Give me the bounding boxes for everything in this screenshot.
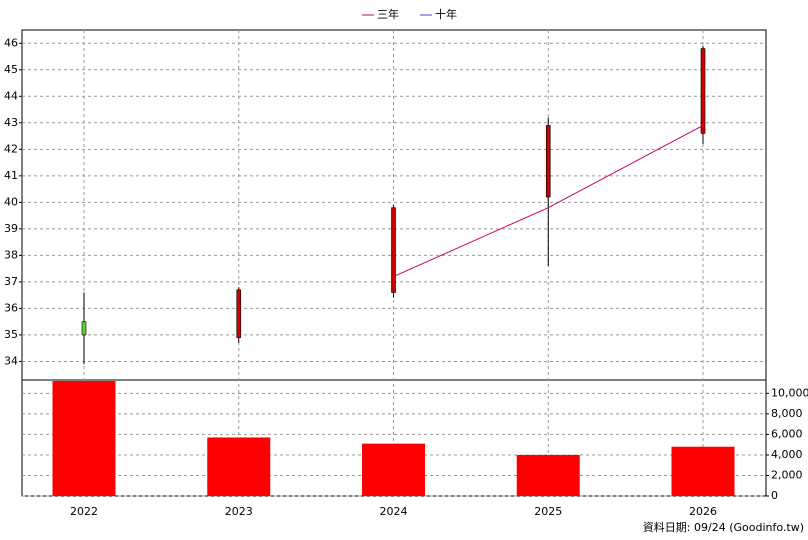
volume-bar xyxy=(671,446,735,496)
y-tick-label: 46 xyxy=(4,36,18,49)
x-tick-label: 2026 xyxy=(689,505,717,518)
y-tick-label: 44 xyxy=(4,89,18,102)
x-tick-label: 2022 xyxy=(70,505,98,518)
y-tick-label: 34 xyxy=(4,354,18,367)
y2-tick-label: 10,000 xyxy=(771,386,808,399)
y-tick-label: 40 xyxy=(4,195,18,208)
y2-tick-label: 4,000 xyxy=(771,448,803,461)
candle-body xyxy=(391,207,396,293)
volume-bar xyxy=(52,381,116,496)
y-tick-label: 41 xyxy=(4,169,18,182)
x-tick-label: 2024 xyxy=(380,505,408,518)
legend-label: 三年 xyxy=(377,7,399,21)
y-tick-label: 35 xyxy=(4,328,18,341)
candle-body xyxy=(700,48,706,134)
candle-body xyxy=(81,321,87,336)
y-tick-label: 45 xyxy=(4,63,18,76)
volume-bar xyxy=(516,454,580,496)
y2-tick-label: 2,000 xyxy=(771,468,803,481)
y2-tick-label: 6,000 xyxy=(771,427,803,440)
y-tick-label: 43 xyxy=(4,116,18,129)
legend-label: 十年 xyxy=(435,7,457,21)
y-tick-label: 39 xyxy=(4,222,18,235)
x-tick-label: 2025 xyxy=(534,505,562,518)
y-tick-label: 42 xyxy=(4,142,18,155)
volume-bar xyxy=(207,437,271,496)
y-tick-label: 36 xyxy=(4,301,18,314)
footer: 資料日期: 09/24 (Goodinfo.tw) xyxy=(643,520,804,534)
y2-tick-label: 8,000 xyxy=(771,407,803,420)
candle-body xyxy=(236,289,242,338)
x-tick-label: 2023 xyxy=(225,505,253,518)
y-tick-label: 37 xyxy=(4,275,18,288)
y-tick-label: 38 xyxy=(4,248,18,261)
candle-body xyxy=(545,125,551,198)
y2-tick-label: 0 xyxy=(771,489,778,502)
line-series xyxy=(393,125,704,278)
volume-bar xyxy=(362,443,425,496)
